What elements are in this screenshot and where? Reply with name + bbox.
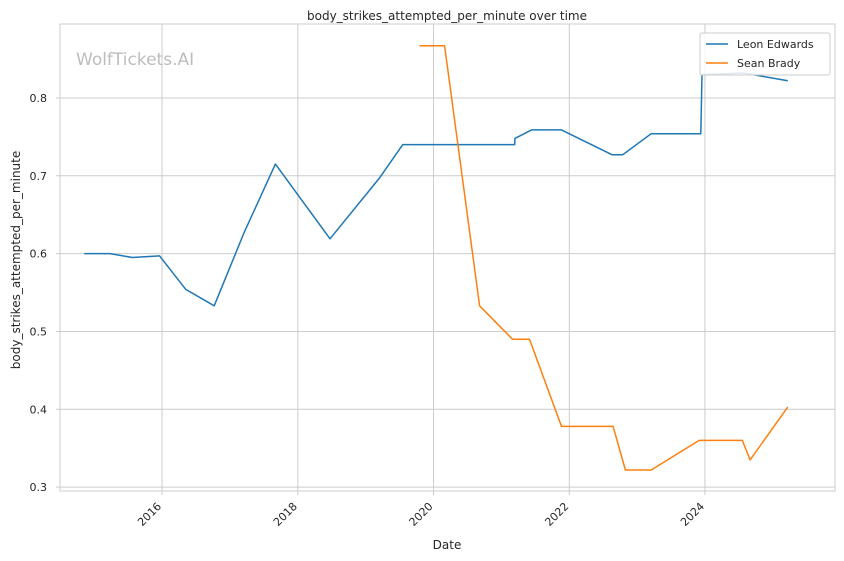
chart-title: body_strikes_attempted_per_minute over t… xyxy=(307,9,587,23)
legend-box xyxy=(699,32,831,76)
x-tick-label: 2020 xyxy=(407,500,436,529)
legend-label-sean-brady: Sean Brady xyxy=(737,57,801,70)
y-tick-label: 0.8 xyxy=(30,92,48,105)
x-tick-label: 2018 xyxy=(271,500,300,529)
y-axis-label: body_strikes_attempted_per_minute xyxy=(9,151,23,369)
y-tick-label: 0.7 xyxy=(30,170,48,183)
legend: Leon Edwards Sean Brady xyxy=(699,32,831,76)
series-layer xyxy=(84,45,789,471)
x-tick-label: 2024 xyxy=(678,500,707,529)
x-tick-label: 2016 xyxy=(135,500,164,529)
y-tick-label: 0.3 xyxy=(30,481,48,494)
grid xyxy=(60,24,835,491)
plot-area xyxy=(59,23,836,492)
y-tick-label: 0.6 xyxy=(30,248,48,261)
legend-label-leon-edwards: Leon Edwards xyxy=(737,38,814,51)
x-tick-label: 2022 xyxy=(542,500,571,529)
y-tick-label: 0.5 xyxy=(30,325,48,338)
x-axis-label: Date xyxy=(433,538,462,552)
watermark: WolfTickets.AI xyxy=(76,50,194,70)
x-axis-ticks: 2016 2018 2020 2022 2024 xyxy=(135,491,707,529)
y-tick-label: 0.4 xyxy=(30,403,48,416)
series-line-sean-brady xyxy=(419,45,789,471)
y-axis-ticks: 0.3 0.4 0.5 0.6 0.7 0.8 xyxy=(30,92,60,494)
series-line-leon-edwards xyxy=(84,72,788,307)
